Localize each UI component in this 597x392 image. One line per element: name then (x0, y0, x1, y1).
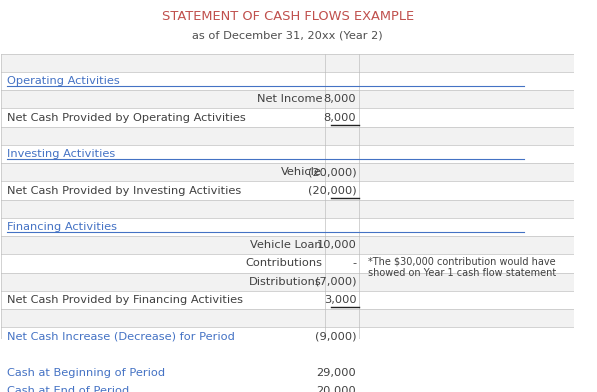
Text: Net Cash Provided by Investing Activities: Net Cash Provided by Investing Activitie… (7, 185, 241, 196)
Text: Net Cash Provided by Financing Activities: Net Cash Provided by Financing Activitie… (7, 295, 243, 305)
Text: Net Cash Increase (Decrease) for Period: Net Cash Increase (Decrease) for Period (7, 331, 235, 341)
Bar (1, 90, 574, 109)
Bar (1, 345, 574, 364)
Bar (1, 163, 574, 181)
Text: Distributions: Distributions (250, 277, 322, 287)
Bar (1, 291, 574, 309)
Text: Financing Activities: Financing Activities (7, 222, 117, 232)
Text: *The $30,000 contribution would have
showed on Year 1 cash flow statement: *The $30,000 contribution would have sho… (368, 257, 556, 278)
Bar (1, 382, 574, 392)
Text: Cash at End of Period: Cash at End of Period (7, 386, 130, 392)
Text: Net Income: Net Income (257, 94, 322, 104)
Text: 29,000: 29,000 (316, 368, 356, 378)
Text: 8,000: 8,000 (324, 113, 356, 123)
Text: STATEMENT OF CASH FLOWS EXAMPLE: STATEMENT OF CASH FLOWS EXAMPLE (162, 10, 414, 23)
Text: Operating Activities: Operating Activities (7, 76, 120, 86)
Text: (9,000): (9,000) (315, 331, 356, 341)
Bar (1, 272, 574, 291)
Bar (1, 327, 574, 345)
Text: Cash at Beginning of Period: Cash at Beginning of Period (7, 368, 165, 378)
Bar (1, 181, 574, 200)
Text: as of December 31, 20xx (Year 2): as of December 31, 20xx (Year 2) (192, 30, 383, 40)
Text: (7,000): (7,000) (315, 277, 356, 287)
Text: Investing Activities: Investing Activities (7, 149, 115, 159)
Text: 10,000: 10,000 (316, 240, 356, 250)
Text: (20,000): (20,000) (307, 167, 356, 177)
Text: 3,000: 3,000 (324, 295, 356, 305)
Bar (1, 364, 574, 382)
Bar (1, 109, 574, 127)
Bar (1, 127, 574, 145)
Bar (1, 254, 574, 272)
Text: 8,000: 8,000 (324, 94, 356, 104)
Bar (1, 54, 574, 72)
Bar (1, 309, 574, 327)
Bar (1, 218, 574, 236)
Text: Vehicle: Vehicle (281, 167, 322, 177)
Bar (1, 200, 574, 218)
Text: (20,000): (20,000) (307, 185, 356, 196)
Text: Net Cash Provided by Operating Activities: Net Cash Provided by Operating Activitie… (7, 113, 246, 123)
Text: Vehicle Loan: Vehicle Loan (250, 240, 322, 250)
Text: Contributions: Contributions (245, 258, 322, 269)
Text: -: - (352, 258, 356, 269)
Bar (1, 236, 574, 254)
Text: 20,000: 20,000 (316, 386, 356, 392)
Bar (1, 145, 574, 163)
Bar (1, 72, 574, 90)
